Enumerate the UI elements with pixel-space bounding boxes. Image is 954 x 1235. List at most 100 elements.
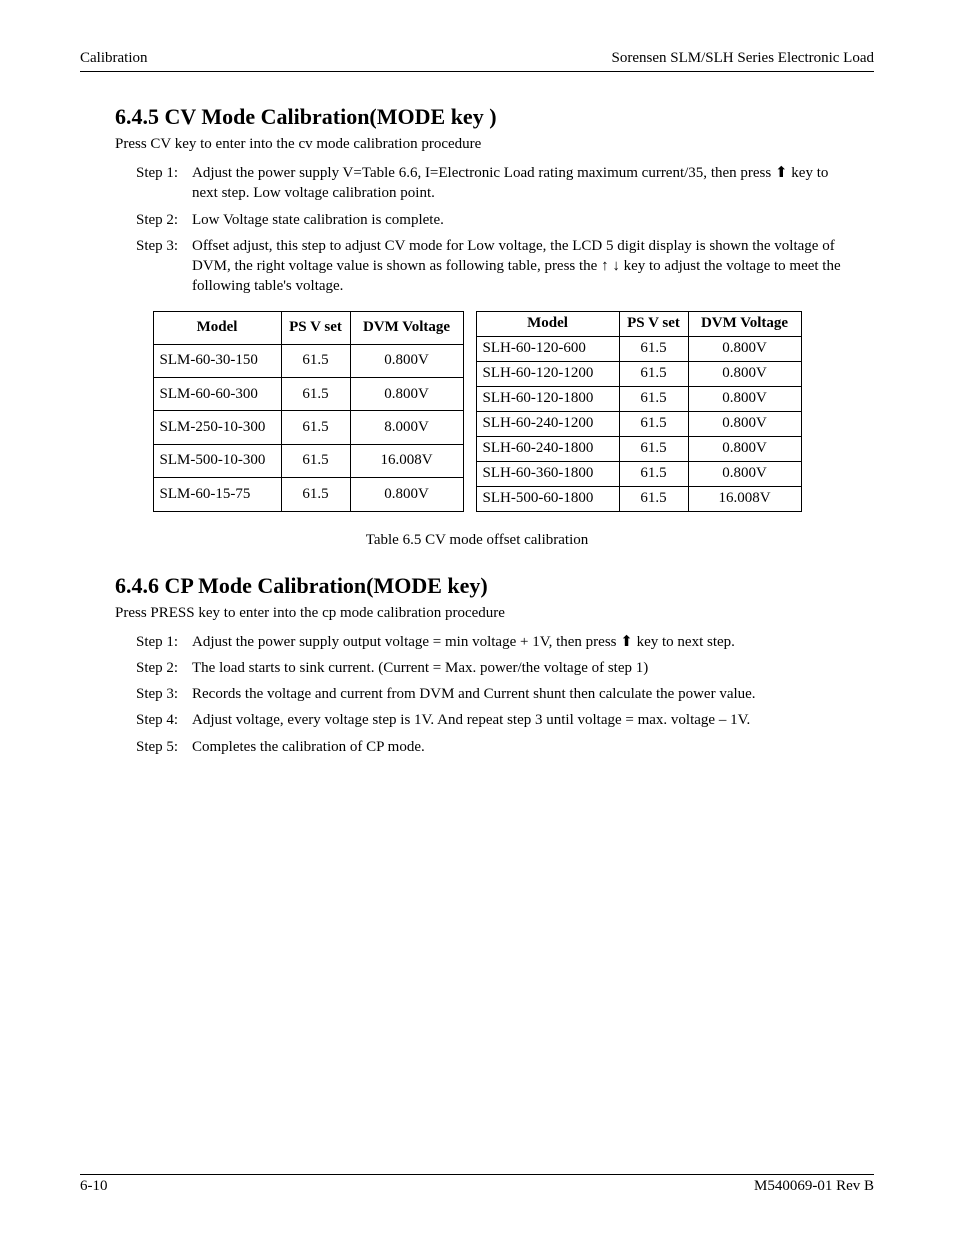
cv-step-3: Step 3: Offset adjust, this step to adju… xyxy=(136,236,854,297)
td-model: SLM-60-30-150 xyxy=(153,344,281,377)
step-label: Step 4: xyxy=(136,710,192,730)
step-text: Low Voltage state calibration is complet… xyxy=(192,210,854,230)
cv-step-1: Step 1: Adjust the power supply V=Table … xyxy=(136,163,854,204)
td-psv: 61.5 xyxy=(281,444,350,477)
td-model: SLH-60-120-1200 xyxy=(476,361,619,386)
step-text: Adjust the power supply output voltage =… xyxy=(192,632,854,652)
page-header: Calibration Sorensen SLM/SLH Series Elec… xyxy=(80,50,874,71)
cp-step-2: Step 2: The load starts to sink current.… xyxy=(136,658,854,678)
cp-step-4: Step 4: Adjust voltage, every voltage st… xyxy=(136,710,854,730)
page: Calibration Sorensen SLM/SLH Series Elec… xyxy=(0,0,954,1235)
step-label: Step 5: xyxy=(136,737,192,757)
section-cv-subtitle: Press CV key to enter into the cv mode c… xyxy=(115,136,874,153)
th-model: Model xyxy=(153,311,281,344)
step-label: Step 1: xyxy=(136,163,192,204)
table-right: Model PS V set DVM Voltage SLH-60-120-60… xyxy=(476,311,802,512)
step-text-span: Adjust the power supply V=Table 6.6, I=E… xyxy=(192,165,707,181)
step-label: Step 2: xyxy=(136,658,192,678)
td-psv: 61.5 xyxy=(281,478,350,511)
step-label: Step 2: xyxy=(136,210,192,230)
section-cp-subtitle: Press PRESS key to enter into the cp mod… xyxy=(115,605,874,622)
header-rule xyxy=(80,71,874,72)
up-arrow-icon: ↑ xyxy=(601,257,609,274)
td-dvm: 0.800V xyxy=(350,344,463,377)
td-dvm: 0.800V xyxy=(688,461,801,486)
td-model: SLM-500-10-300 xyxy=(153,444,281,477)
step-text: Completes the calibration of CP mode. xyxy=(192,737,854,757)
table-row: SLH-60-240-1800 61.5 0.800V xyxy=(476,436,801,461)
table-row: SLH-60-120-600 61.5 0.800V xyxy=(476,336,801,361)
cp-step-1: Step 1: Adjust the power supply output v… xyxy=(136,632,854,652)
cp-steps: Step 1: Adjust the power supply output v… xyxy=(136,632,854,757)
td-model: SLM-60-60-300 xyxy=(153,378,281,411)
step-text: Adjust voltage, every voltage step is 1V… xyxy=(192,710,854,730)
td-dvm: 0.800V xyxy=(688,361,801,386)
td-dvm: 0.800V xyxy=(688,336,801,361)
table-row: SLM-60-30-150 61.5 0.800V xyxy=(153,344,463,377)
td-psv: 61.5 xyxy=(619,436,688,461)
td-psv: 61.5 xyxy=(619,486,688,511)
td-model: SLH-60-120-600 xyxy=(476,336,619,361)
step-text: Adjust the power supply V=Table 6.6, I=E… xyxy=(192,163,854,204)
td-dvm: 0.800V xyxy=(350,378,463,411)
footer-rule xyxy=(80,1174,874,1175)
td-model: SLH-60-120-1800 xyxy=(476,386,619,411)
step-text: Records the voltage and current from DVM… xyxy=(192,684,854,704)
table-header-row: Model PS V set DVM Voltage xyxy=(476,311,801,336)
tables-container: Model PS V set DVM Voltage SLM-60-30-150… xyxy=(80,311,874,512)
footer-row: 6-10 M540069-01 Rev B xyxy=(80,1178,874,1195)
td-dvm: 16.008V xyxy=(350,444,463,477)
header-right: Sorensen SLM/SLH Series Electronic Load xyxy=(612,50,874,67)
step-label: Step 1: xyxy=(136,632,192,652)
footer-right: M540069-01 Rev B xyxy=(754,1178,874,1195)
table-row: SLM-500-10-300 61.5 16.008V xyxy=(153,444,463,477)
table-row: SLM-60-60-300 61.5 0.800V xyxy=(153,378,463,411)
td-dvm: 8.000V xyxy=(350,411,463,444)
down-arrow-icon: ↓ xyxy=(612,257,620,274)
table-row: SLM-250-10-300 61.5 8.000V xyxy=(153,411,463,444)
td-psv: 61.5 xyxy=(619,361,688,386)
th-dvm: DVM Voltage xyxy=(688,311,801,336)
td-psv: 61.5 xyxy=(281,411,350,444)
td-psv: 61.5 xyxy=(281,378,350,411)
td-dvm: 0.800V xyxy=(688,411,801,436)
table-row: SLH-60-240-1200 61.5 0.800V xyxy=(476,411,801,436)
footer-left: 6-10 xyxy=(80,1178,108,1195)
td-model: SLH-500-60-1800 xyxy=(476,486,619,511)
td-dvm: 0.800V xyxy=(350,478,463,511)
table-header-row: Model PS V set DVM Voltage xyxy=(153,311,463,344)
td-psv: 61.5 xyxy=(281,344,350,377)
td-psv: 61.5 xyxy=(619,411,688,436)
td-model: SLH-60-240-1800 xyxy=(476,436,619,461)
cv-steps: Step 1: Adjust the power supply V=Table … xyxy=(136,163,854,297)
table-row: SLH-60-360-1800 61.5 0.800V xyxy=(476,461,801,486)
cp-step-3: Step 3: Records the voltage and current … xyxy=(136,684,854,704)
step-text-span: Adjust the power supply output voltage =… xyxy=(192,634,620,650)
td-dvm: 0.800V xyxy=(688,386,801,411)
step-label: Step 3: xyxy=(136,236,192,297)
table-left: Model PS V set DVM Voltage SLM-60-30-150… xyxy=(153,311,464,512)
td-psv: 61.5 xyxy=(619,386,688,411)
table-row: SLH-500-60-1800 61.5 16.008V xyxy=(476,486,801,511)
td-model: SLM-250-10-300 xyxy=(153,411,281,444)
td-dvm: 0.800V xyxy=(688,436,801,461)
page-footer: 6-10 M540069-01 Rev B xyxy=(80,1174,874,1195)
cv-step-2: Step 2: Low Voltage state calibration is… xyxy=(136,210,854,230)
th-psv: PS V set xyxy=(281,311,350,344)
section-cv-title: 6.4.5 CV Mode Calibration(MODE key ) xyxy=(115,104,874,130)
step-text: Offset adjust, this step to adjust CV mo… xyxy=(192,236,854,297)
th-model: Model xyxy=(476,311,619,336)
td-model: SLH-60-360-1800 xyxy=(476,461,619,486)
th-dvm: DVM Voltage xyxy=(350,311,463,344)
up-arrow-icon: ⬆ xyxy=(775,164,788,181)
td-psv: 61.5 xyxy=(619,336,688,361)
td-model: SLH-60-240-1200 xyxy=(476,411,619,436)
table-row: SLM-60-15-75 61.5 0.800V xyxy=(153,478,463,511)
cp-step-5: Step 5: Completes the calibration of CP … xyxy=(136,737,854,757)
step-text-span: key to next step. xyxy=(637,634,735,650)
step-label: Step 3: xyxy=(136,684,192,704)
table-caption: Table 6.5 CV mode offset calibration xyxy=(80,532,874,549)
td-psv: 61.5 xyxy=(619,461,688,486)
step-text: The load starts to sink current. (Curren… xyxy=(192,658,854,678)
td-model: SLM-60-15-75 xyxy=(153,478,281,511)
